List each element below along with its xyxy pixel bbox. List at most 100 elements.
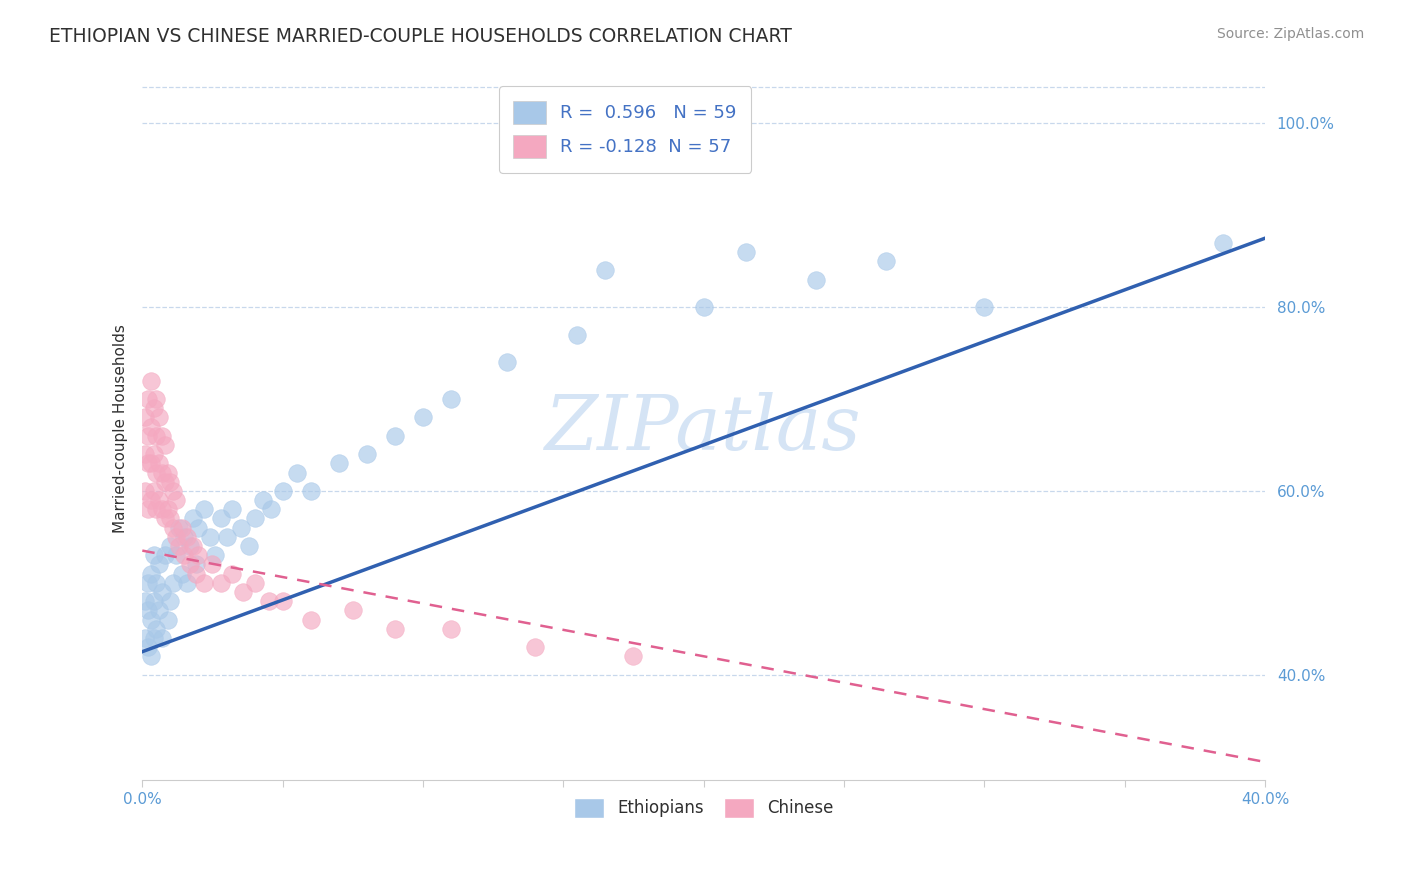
Point [623,649,645,664]
Point [804,272,827,286]
Point [148,558,170,572]
Point [134,410,156,425]
Point [139,456,162,470]
Point [209,511,232,525]
Point [875,254,897,268]
Point [165,493,187,508]
Point [136,603,159,617]
Point [134,631,156,645]
Point [162,521,184,535]
Point [257,594,280,608]
Point [145,502,167,516]
Point [229,521,252,535]
Point [150,502,173,516]
Point [145,622,167,636]
Point [524,640,547,654]
Point [271,594,294,608]
Point [150,631,173,645]
Point [162,483,184,498]
Text: ETHIOPIAN VS CHINESE MARRIED-COUPLE HOUSEHOLDS CORRELATION CHART: ETHIOPIAN VS CHINESE MARRIED-COUPLE HOUS… [49,27,792,45]
Point [176,530,198,544]
Point [215,530,238,544]
Point [136,429,159,443]
Point [139,566,162,581]
Point [156,502,179,516]
Y-axis label: Married-couple Households: Married-couple Households [114,325,128,533]
Point [153,548,176,562]
Point [342,603,364,617]
Point [139,374,162,388]
Point [162,575,184,590]
Point [145,575,167,590]
Point [153,438,176,452]
Point [184,566,207,581]
Point [221,566,243,581]
Point [150,429,173,443]
Point [384,429,406,443]
Point [260,502,283,516]
Point [142,401,165,416]
Point [184,558,207,572]
Legend: Ethiopians, Chinese: Ethiopians, Chinese [567,791,841,825]
Point [134,447,156,461]
Point [181,511,204,525]
Point [156,466,179,480]
Point [139,649,162,664]
Point [734,245,756,260]
Point [187,548,209,562]
Point [243,511,266,525]
Point [167,539,190,553]
Point [173,530,195,544]
Point [153,475,176,489]
Point [139,419,162,434]
Point [271,483,294,498]
Point [170,566,193,581]
Point [356,447,378,461]
Point [193,575,215,590]
Point [159,539,181,553]
Point [299,613,322,627]
Point [142,483,165,498]
Point [136,502,159,516]
Point [179,539,201,553]
Point [145,429,167,443]
Point [159,594,181,608]
Point [148,410,170,425]
Point [238,539,260,553]
Point [136,640,159,654]
Point [179,558,201,572]
Point [496,355,519,369]
Point [595,263,617,277]
Point [148,456,170,470]
Point [165,548,187,562]
Point [567,327,589,342]
Point [176,575,198,590]
Point [1212,235,1234,250]
Point [201,558,224,572]
Point [139,613,162,627]
Point [167,521,190,535]
Point [136,392,159,406]
Point [156,613,179,627]
Point [142,594,165,608]
Point [384,622,406,636]
Point [150,466,173,480]
Point [134,483,156,498]
Point [136,456,159,470]
Point [204,548,226,562]
Point [299,483,322,498]
Point [209,575,232,590]
Point [145,466,167,480]
Point [440,392,463,406]
Point [973,300,995,314]
Point [145,392,167,406]
Point [243,575,266,590]
Point [165,530,187,544]
Point [232,585,254,599]
Point [136,575,159,590]
Point [440,622,463,636]
Point [170,521,193,535]
Point [193,502,215,516]
Point [142,631,165,645]
Point [159,511,181,525]
